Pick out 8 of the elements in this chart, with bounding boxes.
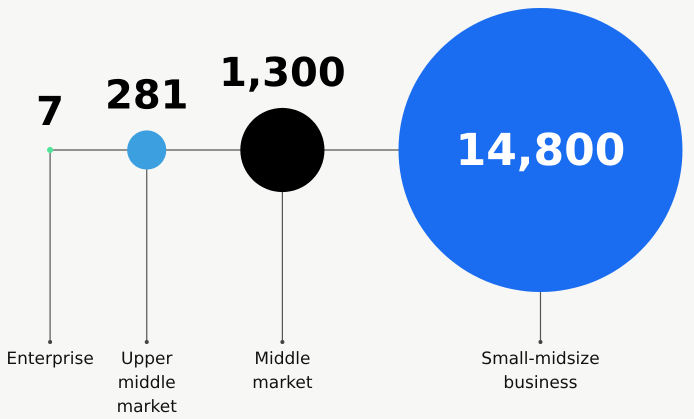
category-label: Small-midsize business bbox=[481, 349, 600, 393]
data-label: 7 bbox=[36, 88, 64, 135]
data-label: 281 bbox=[104, 72, 188, 118]
data-label: 1,300 bbox=[219, 50, 346, 96]
category-label: Upper middle market bbox=[116, 349, 178, 417]
category-label: Enterprise bbox=[6, 349, 94, 369]
category-label: Middle market bbox=[252, 349, 313, 393]
data-label: 14,800 bbox=[456, 125, 626, 176]
